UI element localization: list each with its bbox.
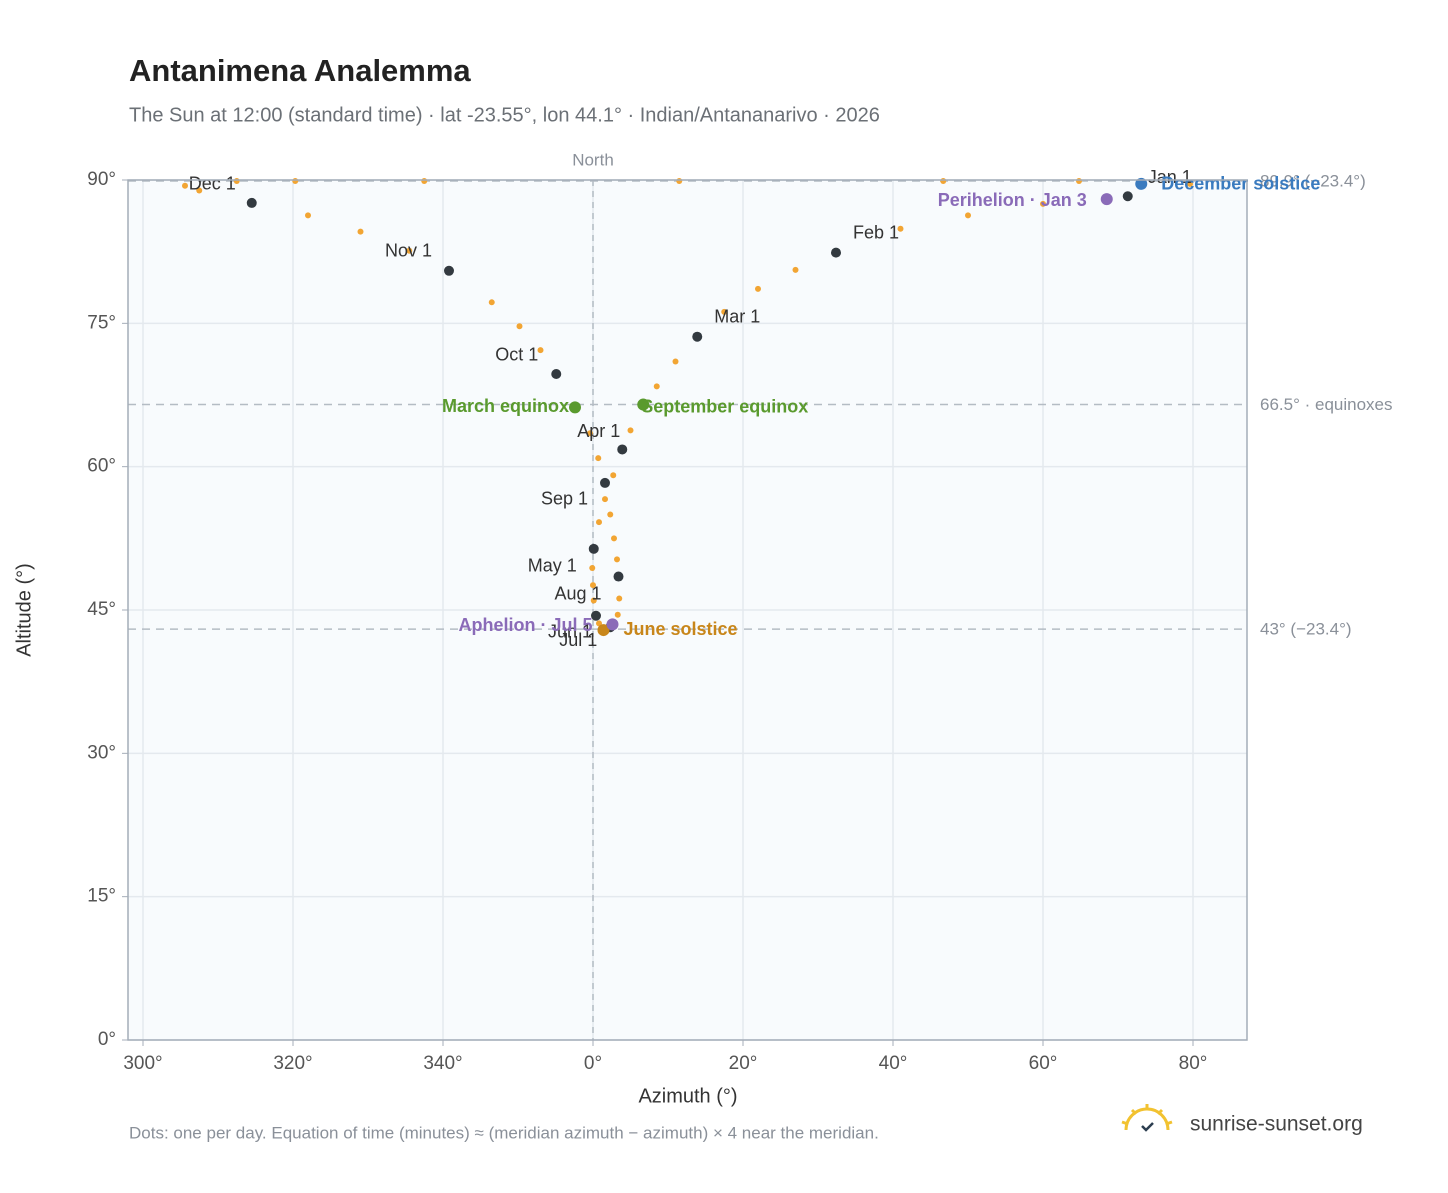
day-dot: [516, 323, 523, 330]
day-dot: [305, 212, 311, 219]
reference-label: 43° (−23.4°): [1260, 620, 1352, 639]
y-tick-label: 90°: [87, 169, 116, 190]
day-dot: [182, 182, 188, 189]
event-marker: [569, 401, 581, 414]
y-tick-label: 15°: [87, 886, 116, 907]
day-dot: [488, 299, 495, 306]
month-label: Mar 1: [714, 306, 760, 326]
event-marker: [1100, 193, 1113, 206]
meridian-label: North: [572, 150, 614, 169]
day-dot: [602, 496, 608, 503]
y-tick-label: 45°: [87, 599, 116, 620]
month-marker: [246, 197, 257, 208]
day-dot: [607, 511, 614, 518]
plot-frame: [127, 179, 1248, 1041]
x-tick-label: 80°: [1179, 1053, 1208, 1074]
reference-label: 66.5° · equinoxes: [1260, 395, 1393, 414]
event-label: March equinox: [442, 396, 569, 416]
day-dot: [292, 177, 299, 184]
day-dot: [755, 285, 761, 292]
month-label: Sep 1: [541, 489, 588, 509]
day-dot: [676, 177, 683, 184]
reference-label: 89.9° (−23.4°): [1260, 171, 1366, 190]
month-marker: [591, 610, 601, 621]
y-tick-label: 30°: [87, 742, 116, 763]
day-dot: [596, 519, 602, 526]
footnote: Dots: one per day. Equation of time (min…: [129, 1123, 879, 1142]
y-axis-title: Altitude (°): [13, 563, 35, 657]
day-dot: [421, 177, 428, 184]
event-label: December solstice: [1161, 174, 1320, 194]
day-dot: [590, 597, 597, 604]
month-label: Jan 1: [1148, 167, 1192, 187]
month-label: Jun 1: [548, 621, 592, 641]
day-dot: [196, 187, 203, 194]
day-dot: [1040, 200, 1046, 207]
day-dot: [610, 472, 617, 479]
day-dot: [1076, 177, 1082, 184]
day-dot: [1187, 180, 1193, 187]
event-marker: [597, 624, 610, 637]
day-dot: [589, 564, 596, 571]
month-marker: [831, 247, 841, 258]
x-tick-label: 340°: [423, 1053, 462, 1074]
day-dot: [537, 347, 544, 354]
x-tick-label: 20°: [729, 1053, 758, 1074]
y-tick-label: 0°: [98, 1029, 116, 1050]
month-label: Dec 1: [189, 174, 236, 194]
day-dot: [614, 556, 620, 563]
day-dot: [590, 582, 596, 589]
day-dot: [357, 228, 364, 235]
day-dot: [940, 177, 947, 184]
event-marker: [606, 618, 619, 631]
day-dot: [653, 383, 660, 390]
month-marker: [617, 444, 628, 455]
month-label: Nov 1: [385, 241, 432, 261]
day-dot: [792, 266, 799, 273]
event-label: June solstice: [624, 619, 738, 639]
day-dot: [614, 611, 621, 618]
month-label: Feb 1: [853, 222, 899, 242]
month-label: Jul 1: [559, 630, 597, 650]
y-tick-label: 60°: [87, 456, 116, 477]
chart-subtitle: The Sun at 12:00 (standard time) · lat -…: [129, 104, 880, 126]
day-dot: [611, 535, 617, 542]
x-tick-label: 0°: [584, 1053, 602, 1074]
month-marker: [1122, 191, 1133, 202]
month-marker: [692, 331, 703, 342]
day-dot: [587, 430, 593, 437]
event-label: September equinox: [641, 396, 808, 416]
month-marker: [588, 543, 599, 554]
month-label: Apr 1: [577, 421, 620, 441]
month-marker: [444, 265, 454, 276]
x-tick-label: 60°: [1029, 1053, 1058, 1074]
month-marker: [613, 571, 624, 582]
brand-icon: [1121, 1104, 1173, 1132]
brand: sunrise-sunset.org: [1190, 1113, 1363, 1136]
x-axis-title: Azimuth (°): [638, 1085, 737, 1107]
x-tick-label: 40°: [879, 1053, 908, 1074]
day-dot: [672, 358, 679, 365]
event-label: Perihelion · Jan 3: [938, 190, 1087, 210]
y-tick-label: 75°: [87, 312, 116, 333]
month-label: Oct 1: [495, 345, 538, 365]
day-dot: [965, 212, 971, 219]
month-label: Aug 1: [554, 583, 601, 603]
event-label: Aphelion · Jul 5: [458, 615, 592, 635]
x-tick-label: 320°: [273, 1053, 312, 1074]
day-dot: [627, 427, 634, 434]
day-dot: [616, 595, 623, 602]
chart-title: Antanimena Analemma: [129, 53, 471, 88]
event-marker: [1135, 177, 1148, 190]
x-tick-label: 300°: [123, 1053, 162, 1074]
day-dot: [721, 308, 728, 315]
day-dot: [897, 225, 904, 232]
day-dot: [406, 247, 413, 254]
month-marker: [551, 368, 562, 379]
month-marker: [600, 477, 610, 488]
day-dot: [595, 455, 602, 462]
month-label: May 1: [528, 556, 577, 576]
event-marker: [637, 398, 650, 411]
